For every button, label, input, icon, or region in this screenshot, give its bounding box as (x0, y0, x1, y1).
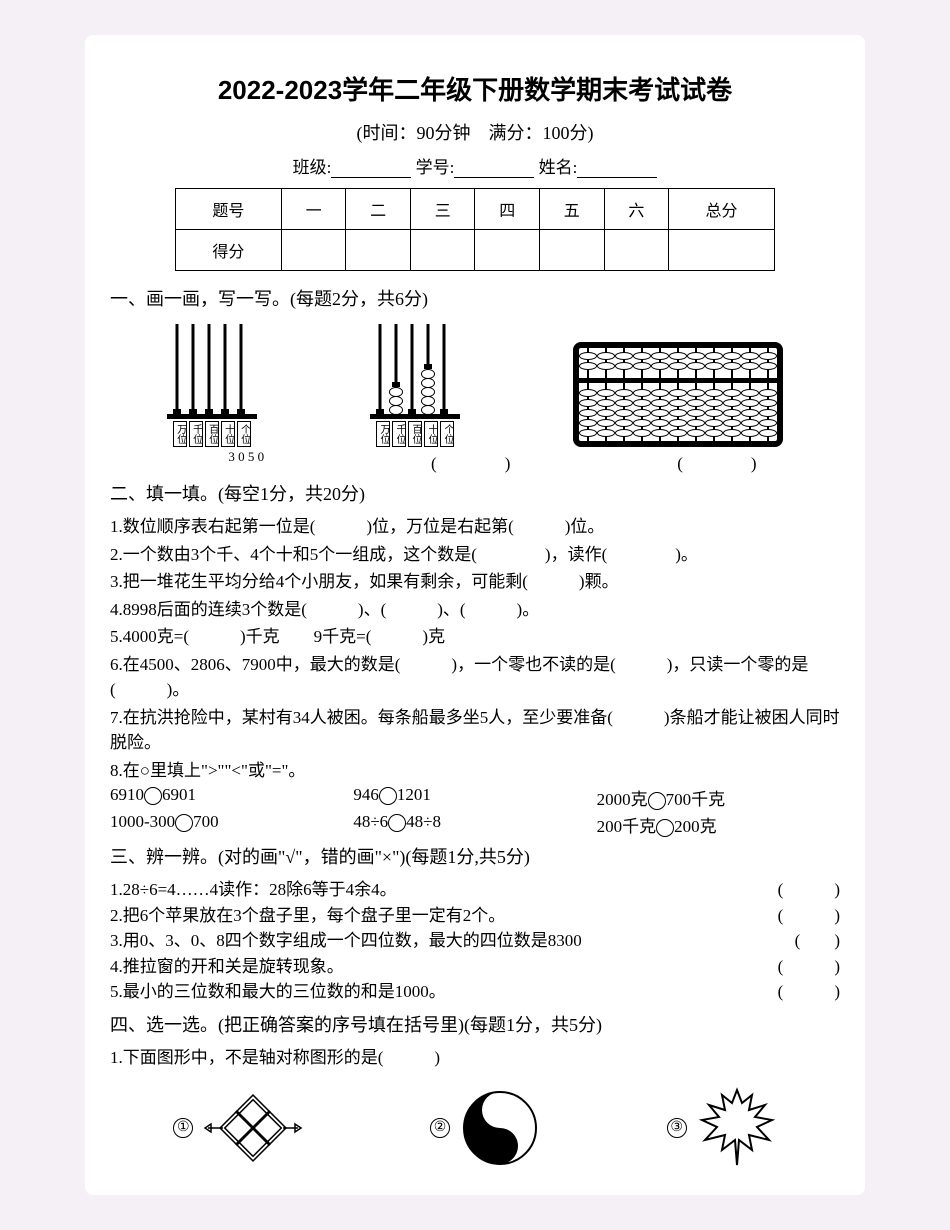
fill-q5: 5.4000克=( )千克 9千克=( )克 (110, 624, 840, 650)
fill-q7: 7.在抗洪抢险中，某村有34人被困。每条船最多坐5人，至少要准备( )条船才能让… (110, 705, 840, 756)
table-row: 得分 (176, 230, 775, 271)
counter-2: 万位 千位 百位 十位 个位 (370, 319, 460, 447)
abacus (573, 342, 783, 447)
choice-q1: 1.下面图形中，不是轴对称图形的是( ) (110, 1045, 840, 1071)
cell: 题号 (176, 189, 282, 230)
class-label: 班级: (293, 158, 332, 177)
paren[interactable]: ( ) (677, 449, 756, 474)
student-info-line: 班级: 学号: 姓名: (110, 153, 840, 178)
fill-q4: 4.8998后面的连续3个数是( )、( )、( )。 (110, 597, 840, 623)
fill-q8-head: 8.在○里填上">""<"或"="。 (110, 758, 840, 784)
fill-q3: 3.把一堆花生平均分给4个小朋友，如果有剩余，可能剩( )颗。 (110, 569, 840, 595)
cell: 总分 (669, 189, 775, 230)
section-4-head: 四、选一选。(把正确答案的序号填在括号里)(每题1分，共5分) (110, 1011, 840, 1037)
id-blank[interactable] (454, 160, 534, 178)
abacus-row: 万位 千位 百位 十位 个位 万位 千位 百位 十位 个位 (110, 319, 840, 447)
comp: 48÷648÷8 (353, 812, 596, 837)
table-row: 题号 一 二 三 四 五 六 总分 (176, 189, 775, 230)
compare-row-1: 69106901 9461201 2000克700千克 (110, 785, 840, 810)
comp: 1000-300700 (110, 812, 353, 837)
judge-1: 1.28÷6=4……4读作：28除6等于4余4。( ) (110, 877, 840, 903)
exam-page: 2022-2023学年二年级下册数学期末考试试卷 (时间：90分钟 满分：100… (85, 35, 865, 1195)
section-2-head: 二、填一填。(每空1分，共20分) (110, 480, 840, 506)
cell: 四 (475, 189, 540, 230)
counter1-answer: 3 0 5 0 (228, 449, 264, 474)
fill-q1: 1.数位顺序表右起第一位是( )位，万位是右起第( )位。 (110, 514, 840, 540)
score-blank[interactable] (281, 230, 346, 271)
shapes-row: ① ② ③ (110, 1085, 840, 1170)
option-number: ② (430, 1118, 450, 1138)
name-label: 姓名: (539, 158, 578, 177)
class-blank[interactable] (331, 160, 411, 178)
knot-icon (203, 1093, 303, 1163)
score-table: 题号 一 二 三 四 五 六 总分 得分 (175, 188, 775, 271)
yinyang-icon (460, 1088, 540, 1168)
score-blank[interactable] (604, 230, 669, 271)
section-1-head: 一、画一画，写一写。(每题2分，共6分) (110, 285, 840, 311)
maple-leaf-icon (697, 1085, 777, 1170)
judge-3: 3.用0、3、0、8四个数字组成一个四位数，最大的四位数是8300( ) (110, 928, 840, 954)
comp: 2000克700千克 (597, 785, 840, 810)
cell: 二 (346, 189, 411, 230)
judge-5: 5.最小的三位数和最大的三位数的和是1000。( ) (110, 979, 840, 1005)
cell: 五 (540, 189, 605, 230)
judge-2: 2.把6个苹果放在3个盘子里，每个盘子里一定有2个。( ) (110, 903, 840, 929)
page-subtitle: (时间：90分钟 满分：100分) (110, 119, 840, 145)
option-1[interactable]: ① (173, 1093, 303, 1163)
cell: 六 (604, 189, 669, 230)
score-blank[interactable] (669, 230, 775, 271)
fill-q6: 6.在4500、2806、7900中，最大的数是( )，一个零也不读的是( )，… (110, 652, 840, 703)
option-2[interactable]: ② (430, 1088, 540, 1168)
fill-q2: 2.一个数由3个千、4个十和5个一组成，这个数是( )，读作( )。 (110, 542, 840, 568)
counter-1: 万位 千位 百位 十位 个位 (167, 319, 257, 447)
judge-4: 4.推拉窗的开和关是旋转现象。( ) (110, 954, 840, 980)
counter-labels: 万位 千位 百位 十位 个位 (376, 421, 454, 447)
cell: 得分 (176, 230, 282, 271)
section-3-head: 三、辨一辨。(对的画"√"，错的画"×")(每题1分,共5分) (110, 843, 840, 869)
compare-row-2: 1000-300700 48÷648÷8 200千克200克 (110, 812, 840, 837)
answer-paren-row: 3 0 5 0 ( ) ( ) (110, 449, 840, 474)
option-3[interactable]: ③ (667, 1085, 777, 1170)
score-blank[interactable] (540, 230, 605, 271)
option-number: ① (173, 1118, 193, 1138)
cell: 三 (410, 189, 475, 230)
name-blank[interactable] (577, 160, 657, 178)
paren[interactable]: ( ) (431, 449, 510, 474)
option-number: ③ (667, 1118, 687, 1138)
score-blank[interactable] (410, 230, 475, 271)
comp: 200千克200克 (597, 812, 840, 837)
counter-labels: 万位 千位 百位 十位 个位 (173, 421, 251, 447)
comp: 9461201 (353, 785, 596, 810)
score-blank[interactable] (346, 230, 411, 271)
id-label: 学号: (416, 158, 455, 177)
comp: 69106901 (110, 785, 353, 810)
page-title: 2022-2023学年二年级下册数学期末考试试卷 (110, 70, 840, 107)
score-blank[interactable] (475, 230, 540, 271)
cell: 一 (281, 189, 346, 230)
